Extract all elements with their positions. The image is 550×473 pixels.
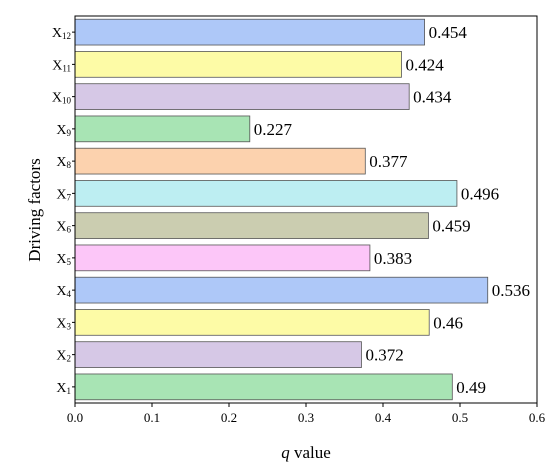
category-label-subscript: 9: [67, 128, 72, 138]
x-tick-label: 0.4: [375, 410, 392, 425]
category-label-base: X: [52, 91, 62, 106]
x-tick-label: 0.6: [529, 410, 546, 425]
axes-group: [72, 15, 538, 404]
x-axis-ticks-group: 0.0 0.1 0.2 0.3 0.4 0.5 0.6: [67, 403, 546, 425]
x-axis-title-italic: q: [281, 443, 290, 462]
category-label-base: X: [56, 155, 66, 170]
category-label-subscript: 1: [67, 386, 72, 396]
category-label-subscript: 12: [62, 31, 71, 41]
category-label-subscript: 10: [62, 96, 72, 106]
bars-group: [74, 18, 489, 401]
bar-x3: [74, 309, 430, 336]
category-label-subscript: 5: [67, 257, 72, 267]
data-label-x9: 0.227: [254, 120, 293, 139]
category-label-x3: X3: [56, 316, 71, 331]
category-label-base: X: [56, 316, 66, 331]
x-tick-label: 0.0: [67, 410, 83, 425]
bar-x12: [74, 18, 425, 46]
x-tick-label: 0.1: [144, 410, 160, 425]
bar-x11: [74, 51, 402, 78]
bar-x5: [74, 244, 371, 272]
category-label-x11: X11: [52, 58, 71, 73]
bar-x7: [74, 180, 458, 207]
category-label-subscript: 4: [67, 289, 72, 299]
category-label-base: X: [56, 252, 66, 267]
data-label-x1: 0.49: [456, 378, 486, 397]
category-label-subscript: 11: [62, 63, 71, 73]
data-label-x7: 0.496: [461, 184, 499, 203]
category-label-base: X: [56, 187, 66, 202]
x-tick-label: 0.3: [298, 410, 314, 425]
data-labels-group: 0.49 0.372 0.46 0.536 0.383 0.459 0.496 0.377 0.…: [254, 23, 530, 397]
category-label-x9: X9: [56, 123, 71, 138]
data-label-x4: 0.536: [492, 281, 530, 300]
plot-frame: [74, 15, 538, 404]
category-label-x1: X1: [56, 381, 71, 396]
category-label-x5: X5: [56, 252, 71, 267]
category-label-x10: X10: [52, 91, 72, 106]
category-label-subscript: 7: [67, 192, 72, 202]
category-label-base: X: [56, 349, 66, 364]
data-label-x12: 0.454: [429, 23, 468, 42]
category-label-x2: X2: [56, 349, 71, 364]
category-label-base: X: [56, 220, 66, 235]
data-label-x2: 0.372: [365, 346, 403, 365]
bar-x10: [74, 83, 410, 110]
x-tick-label: 0.2: [221, 410, 237, 425]
bar-x4: [74, 276, 489, 304]
data-label-x5: 0.383: [374, 249, 412, 268]
bar-x6: [74, 212, 429, 239]
category-label-base: X: [56, 123, 66, 138]
category-label-subscript: 8: [67, 160, 72, 170]
category-label-subscript: 2: [67, 354, 72, 364]
category-label-subscript: 6: [67, 225, 72, 235]
data-label-x11: 0.424: [405, 55, 444, 74]
category-label-x12: X12: [52, 26, 71, 41]
x-axis-title: q value: [281, 443, 331, 462]
bar-x2: [74, 341, 362, 368]
x-axis-title-rest: value: [290, 443, 331, 462]
data-label-x8: 0.377: [369, 152, 408, 171]
category-label-base: X: [56, 284, 66, 299]
category-label-base: X: [52, 26, 62, 41]
category-label-base: X: [52, 58, 62, 73]
category-label-x6: X6: [56, 220, 71, 235]
category-label-x4: X4: [56, 284, 71, 299]
bar-x1: [74, 373, 453, 401]
x-tick-label: 0.5: [452, 410, 468, 425]
category-label-subscript: 3: [67, 321, 72, 331]
bar-x8: [74, 147, 366, 175]
y-axis-title: Driving factors: [25, 158, 44, 261]
category-label-x8: X8: [56, 155, 71, 170]
data-label-x3: 0.46: [433, 313, 463, 332]
category-label-x7: X7: [56, 187, 71, 202]
bar-x9: [74, 115, 251, 143]
data-label-x6: 0.459: [432, 217, 470, 236]
category-label-base: X: [56, 381, 66, 396]
data-label-x10: 0.434: [413, 88, 452, 107]
